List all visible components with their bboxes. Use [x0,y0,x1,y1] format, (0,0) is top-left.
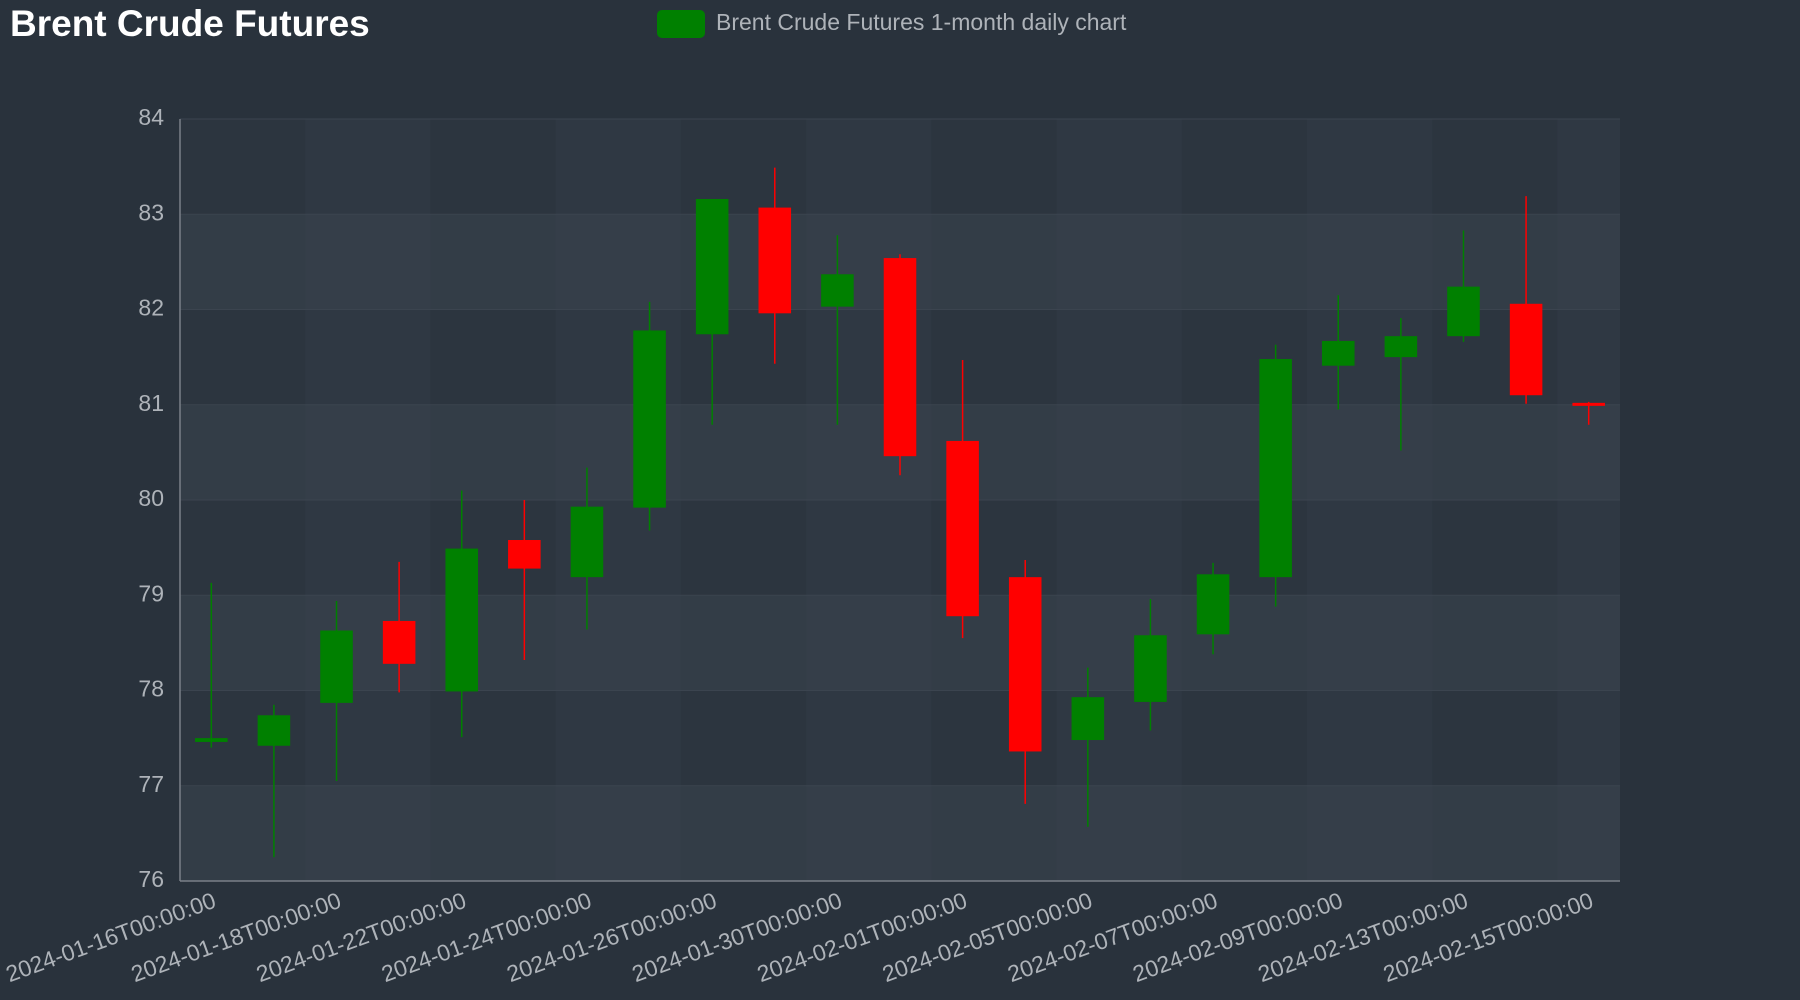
x-tick-label: 2024-02-07T00:00:00 [1004,887,1221,987]
candle-body [1509,303,1543,396]
x-tick-label: 2024-01-18T00:00:00 [128,887,345,987]
x-tick-label: 2024-01-24T00:00:00 [378,887,595,987]
x-tick-label: 2024-02-05T00:00:00 [879,887,1096,987]
x-tick-label: 2024-02-09T00:00:00 [1129,887,1346,987]
candle-body [883,258,917,457]
candle-body [195,738,228,742]
candle-body [946,440,979,617]
candle-body [382,620,416,664]
row-band [180,785,1620,881]
y-tick-label: 83 [138,199,164,225]
candle-body [1134,635,1167,702]
candle-body [1321,340,1355,366]
y-tick-label: 77 [138,771,164,797]
candle-body [445,548,479,692]
candle-body [1572,402,1605,406]
candle-body [1071,697,1105,741]
x-tick-label: 2024-01-22T00:00:00 [253,887,470,987]
legend-label: Brent Crude Futures 1-month daily chart [716,9,1127,35]
candle-body [758,207,792,314]
candle-body [695,199,729,335]
y-tick-label: 82 [138,295,164,321]
x-tick-label: 2024-02-15T00:00:00 [1380,887,1597,987]
x-tick-label: 2024-01-26T00:00:00 [503,887,720,987]
candle-body [1447,286,1480,337]
x-tick-label: 2024-01-16T00:00:00 [2,887,219,987]
candle-body [633,330,666,508]
candle-body [257,715,291,746]
y-tick-label: 81 [138,390,164,416]
x-tick-label: 2024-02-01T00:00:00 [754,887,971,987]
y-tick-label: 78 [138,676,164,702]
candle-body [1384,336,1418,358]
x-tick-label: 2024-01-30T00:00:00 [628,887,845,987]
chart-title: Brent Crude Futures [10,3,370,44]
y-tick-label: 76 [138,866,164,892]
legend-swatch [657,10,705,38]
y-tick-label: 79 [138,580,164,606]
candle-body [570,506,604,578]
y-tick-label: 80 [138,485,164,511]
candle-body [1196,574,1230,635]
candle-body [508,540,541,569]
candle-body [1008,577,1042,752]
candle-body [821,274,854,307]
candle-body [320,630,353,703]
row-band [180,595,1620,691]
y-tick-label: 84 [138,104,164,130]
candle-body [1259,359,1292,578]
x-tick-label: 2024-02-13T00:00:00 [1254,887,1471,987]
